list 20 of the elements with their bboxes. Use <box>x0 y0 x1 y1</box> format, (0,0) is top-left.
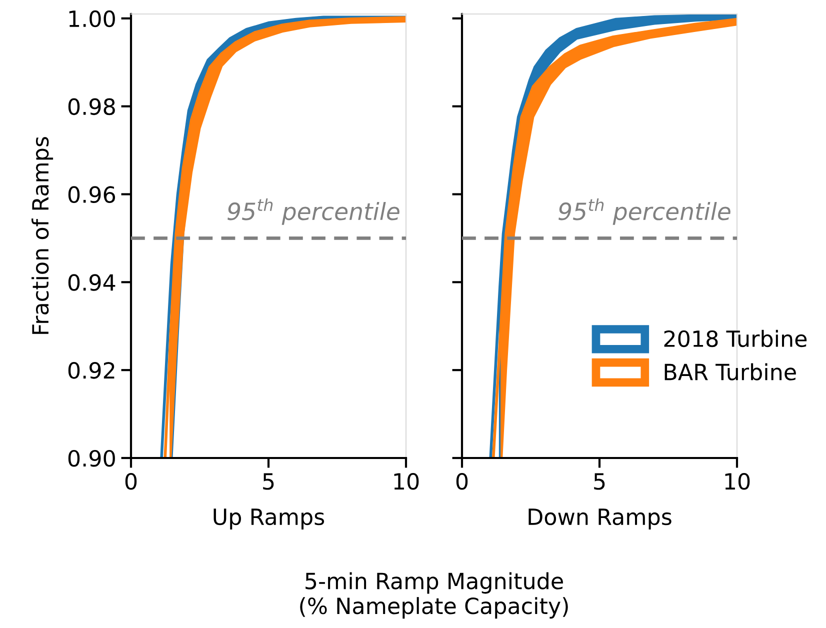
y-tick-label: 0.94 <box>68 274 116 291</box>
x-tick-label: 0 <box>125 472 137 490</box>
ref-line-label: 95$^{th}$ percentile <box>558 198 730 225</box>
y-tick-label: 1.00 <box>69 10 115 28</box>
x-axis-title: Up Ramps <box>214 508 324 530</box>
y-tick-label: 0.90 <box>68 450 115 467</box>
y-tick-label: 0.96 <box>68 186 116 203</box>
x-axis-title: Down Ramps <box>528 508 672 530</box>
legend-label: BAR Turbine <box>664 363 796 380</box>
x-tick-label: 10 <box>725 472 750 490</box>
y-tick-label: 0.92 <box>68 362 114 379</box>
y-tick-label: 0.98 <box>68 98 115 116</box>
y-axis-title: Fraction of Ramps <box>32 137 54 334</box>
text: 5-min Ramp Magnitude (% Nameplate Capacity) <box>300 572 568 619</box>
x-tick-label: 5 <box>594 473 605 490</box>
legend-label: 2018 Turbine <box>664 330 807 348</box>
ref-line-label: 95$^{th}$ percentile <box>228 198 400 225</box>
x-tick-label: 5 <box>263 473 274 490</box>
x-tick-label: 10 <box>394 472 419 490</box>
x-tick-label: 0 <box>456 472 468 490</box>
